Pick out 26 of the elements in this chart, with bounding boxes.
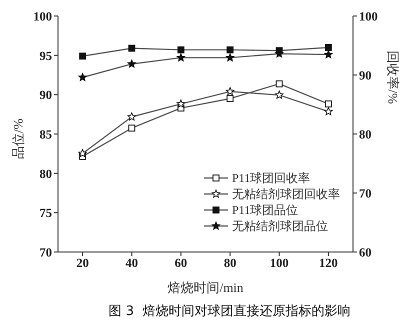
y2-tick-label: 90 bbox=[359, 68, 372, 82]
y-axis-title: 品位/% bbox=[10, 118, 26, 159]
y2-tick-label: 100 bbox=[359, 9, 378, 24]
x-tick-label: 80 bbox=[224, 256, 236, 270]
y-tick-label: 100 bbox=[33, 9, 52, 24]
y-tick-label: 90 bbox=[40, 88, 52, 102]
y-tick-label: 70 bbox=[40, 245, 52, 260]
y-tick-label: 95 bbox=[40, 48, 52, 63]
caption: 图 3 焙烧时间对球团直接还原指标的影响 bbox=[108, 303, 352, 320]
x-tick-label: 20 bbox=[76, 256, 89, 270]
x-tick-label: 120 bbox=[319, 256, 338, 270]
y2-tick-label: 60 bbox=[359, 245, 372, 260]
x-tick-label: 100 bbox=[270, 256, 289, 270]
y2-tick-label: 80 bbox=[359, 127, 372, 142]
y-tick-label: 75 bbox=[40, 206, 52, 220]
y2-axis-title: 回收率/% bbox=[385, 50, 400, 104]
y2-tick-label: 70 bbox=[359, 186, 372, 200]
y-tick-label: 85 bbox=[40, 127, 52, 142]
x-axis-title: 焙烧时间/min bbox=[168, 280, 244, 295]
legend-label: P11球团回收率 bbox=[232, 170, 310, 186]
legend-label: 无粘结剂球团品位 bbox=[232, 218, 328, 234]
x-tick-label: 60 bbox=[174, 256, 188, 270]
legend-label: P11球团品位 bbox=[232, 202, 298, 218]
x-tick-label: 40 bbox=[126, 256, 138, 270]
legend-label: 无粘结剂球团回收率 bbox=[232, 186, 340, 202]
y-tick-label: 80 bbox=[40, 166, 52, 181]
